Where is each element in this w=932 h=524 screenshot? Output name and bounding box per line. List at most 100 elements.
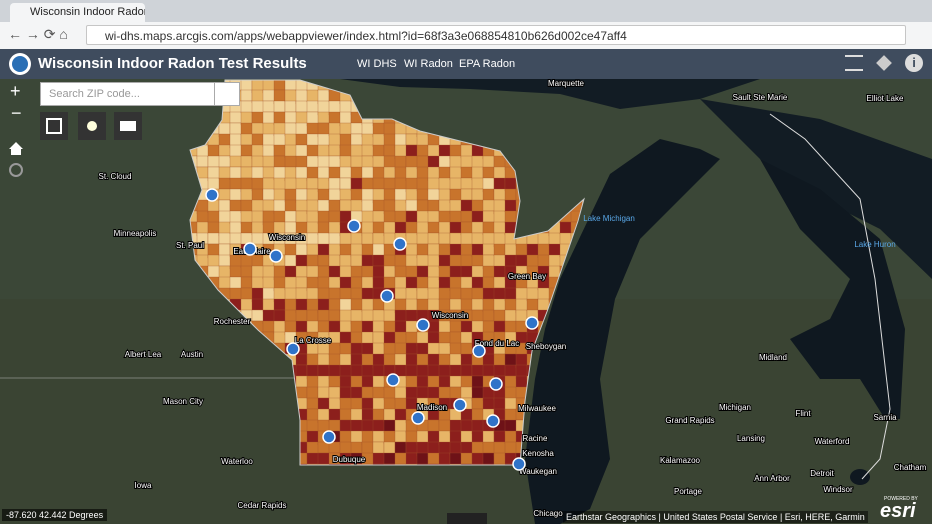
place-label: Fond du Lac xyxy=(475,339,519,348)
radon-area xyxy=(394,441,407,454)
place-label: Portage xyxy=(674,487,703,496)
radon-area xyxy=(460,452,473,465)
info-marker[interactable] xyxy=(347,219,361,233)
radon-area xyxy=(306,254,319,268)
radon-area xyxy=(240,155,253,168)
radon-area xyxy=(471,364,485,377)
radon-area xyxy=(416,342,430,356)
info-marker[interactable] xyxy=(286,342,300,356)
radon-area xyxy=(460,276,474,290)
lake-michigan xyxy=(525,139,720,524)
header-link[interactable]: EPA Radon xyxy=(459,58,516,70)
radon-area xyxy=(262,144,275,158)
nav-buttons[interactable]: ← → ⟳ ⌂ xyxy=(8,26,68,42)
radon-area xyxy=(471,210,485,223)
map[interactable]: Marquette Sault Ste Marie Elliot Lake St. C… xyxy=(0,79,932,524)
radon-area xyxy=(405,287,418,301)
info-marker[interactable] xyxy=(416,318,430,332)
radon-area xyxy=(339,419,352,433)
radon-area xyxy=(295,276,308,289)
radon-area xyxy=(229,188,242,202)
locate-button[interactable] xyxy=(9,163,23,177)
place-label: Wisconsin xyxy=(432,311,468,320)
radon-area xyxy=(460,364,473,377)
radon-area xyxy=(438,144,451,158)
place-label: St. Cloud xyxy=(99,172,132,181)
info-marker[interactable] xyxy=(243,242,257,256)
radon-area xyxy=(394,452,408,465)
radon-area xyxy=(350,254,363,268)
radon-area xyxy=(493,397,506,411)
radon-area xyxy=(460,375,474,389)
radon-area xyxy=(306,408,320,422)
info-marker[interactable] xyxy=(205,188,219,202)
radon-area xyxy=(350,232,363,246)
radon-area xyxy=(328,419,341,433)
radon-area xyxy=(328,144,341,157)
radon-area xyxy=(405,276,419,290)
place-label: Elliot Lake xyxy=(867,94,904,103)
info-markers[interactable] xyxy=(205,188,539,471)
radon-area xyxy=(262,221,276,234)
info-marker[interactable] xyxy=(489,377,503,391)
info-marker[interactable] xyxy=(380,289,394,303)
list-button[interactable] xyxy=(845,55,863,71)
radon-area xyxy=(339,243,353,257)
place-label: Austin xyxy=(181,350,203,359)
radon-area xyxy=(207,155,221,168)
radon-area xyxy=(394,430,407,443)
home-button[interactable] xyxy=(9,142,23,155)
place-label: Minneapolis xyxy=(114,229,157,238)
tab-bar: Wisconsin Indoor Radon Te xyxy=(0,0,932,22)
radon-area xyxy=(482,364,496,377)
search-button[interactable] xyxy=(214,82,240,106)
radon-area xyxy=(295,265,308,278)
info-marker[interactable] xyxy=(386,373,400,387)
header-link[interactable]: WI DHS xyxy=(357,58,397,70)
panel-toggle[interactable] xyxy=(447,513,487,524)
info-marker[interactable] xyxy=(269,249,283,263)
basemap-button[interactable] xyxy=(40,112,68,140)
place-label: Sault Ste Marie xyxy=(733,93,788,102)
radon-area xyxy=(416,265,430,279)
radon-area xyxy=(273,100,286,113)
url-field[interactable]: wi-dhs.maps.arcgis.com/apps/webappviewer… xyxy=(86,25,906,45)
info-marker[interactable] xyxy=(411,411,425,425)
info-marker[interactable] xyxy=(322,430,336,444)
lake-huron xyxy=(760,159,905,419)
map-tools[interactable]: + − xyxy=(9,81,487,524)
layers-button[interactable] xyxy=(876,55,892,71)
address-bar: ← → ⟳ ⌂ wi-dhs.maps.arcgis.com/apps/weba… xyxy=(0,22,932,50)
radon-area xyxy=(273,188,286,202)
header-link[interactable]: WI Radon xyxy=(404,58,453,70)
radon-area xyxy=(295,100,309,113)
info-marker[interactable] xyxy=(525,316,539,330)
zoom-out[interactable]: − xyxy=(11,103,22,123)
radon-area xyxy=(394,199,408,213)
radon-area xyxy=(427,232,440,245)
lake-superior xyxy=(340,79,760,109)
radon-area xyxy=(218,210,232,224)
radon-area xyxy=(471,397,485,410)
radon-area xyxy=(284,80,298,91)
zoom-in[interactable]: + xyxy=(10,81,21,101)
info-marker[interactable] xyxy=(486,414,500,428)
radon-area xyxy=(229,221,243,235)
about-button[interactable]: i xyxy=(905,54,923,72)
info-marker[interactable] xyxy=(393,237,407,251)
radon-area xyxy=(383,309,397,323)
info-marker[interactable] xyxy=(472,344,486,358)
radon-area xyxy=(460,243,474,257)
info-marker[interactable] xyxy=(512,457,526,471)
place-label: Lansing xyxy=(737,434,765,443)
radon-area xyxy=(515,375,528,389)
radon-area xyxy=(471,221,484,234)
radon-area xyxy=(328,309,341,322)
info-marker[interactable] xyxy=(453,398,467,412)
place-label: Racine xyxy=(523,434,548,443)
browser-tab[interactable]: Wisconsin Indoor Radon Te xyxy=(10,3,145,22)
radon-area xyxy=(273,298,287,311)
search-input[interactable]: Search ZIP code... xyxy=(40,82,215,106)
place-label: Sheboygan xyxy=(526,342,566,351)
radon-area xyxy=(317,386,330,399)
